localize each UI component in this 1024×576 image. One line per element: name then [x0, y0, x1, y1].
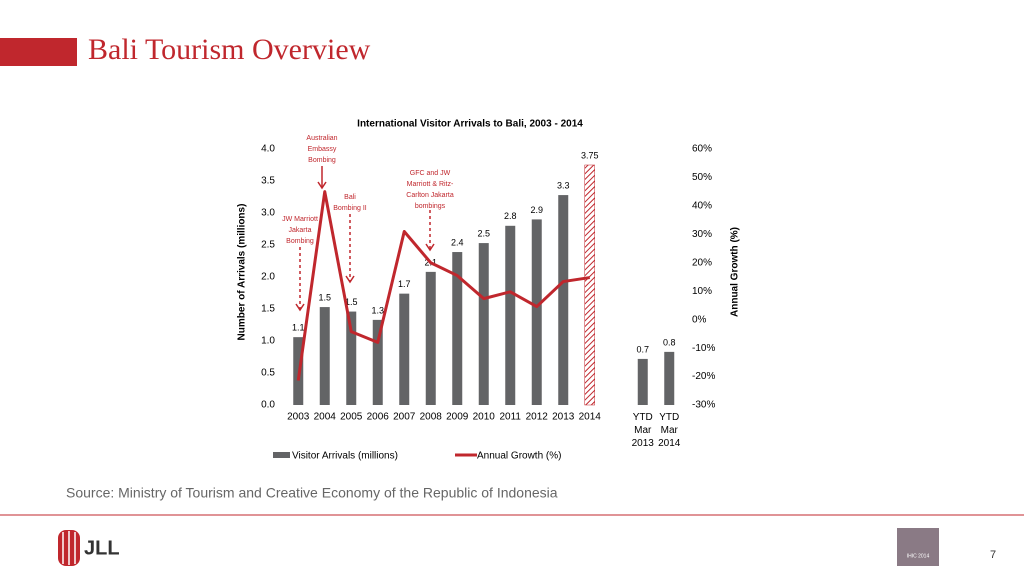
data-label: 1.1	[292, 323, 305, 333]
annotation: Bombing	[286, 238, 314, 245]
bar	[372, 319, 383, 405]
bar	[558, 195, 569, 405]
y-tick-label: 1.0	[261, 336, 275, 347]
data-label: 2.8	[504, 211, 517, 221]
x-tick-label: 2011	[499, 412, 521, 423]
y-tick-label: 0.0	[261, 400, 275, 411]
legend-swatch	[273, 452, 290, 458]
bar	[584, 164, 595, 406]
y-tick-label: 2.0	[261, 272, 275, 283]
annotation-arrowhead	[317, 181, 327, 190]
y2-tick-label: 0%	[692, 314, 707, 325]
y2-axis-label: Annual Growth (%)	[730, 227, 741, 317]
bar	[399, 293, 410, 405]
bar	[452, 252, 463, 405]
x-tick-label: 2004	[314, 412, 337, 423]
y2-tick-label: 60%	[692, 144, 712, 155]
y2-tick-label: -20%	[692, 371, 715, 382]
x-tick-label: 2014	[579, 412, 602, 423]
y-tick-label: 3.0	[261, 208, 275, 219]
y2-tick-label: 20%	[692, 257, 712, 268]
x-tick-label: YTD Mar 2014	[658, 412, 681, 449]
y-axis-label: Number of Arrivals (millions)	[237, 204, 248, 341]
y-tick-label: 4.0	[261, 144, 275, 155]
chart-title: International Visitor Arrivals to Bali, …	[357, 119, 583, 130]
legend-label: Visitor Arrivals (millions)	[292, 451, 398, 462]
x-tick-label: 2013	[552, 412, 575, 423]
x-tick-label: 2003	[287, 412, 310, 423]
annotation: Bombing II	[333, 205, 367, 212]
data-label: 1.5	[345, 297, 358, 307]
annotation: JW Marriott	[282, 216, 318, 223]
slide-title: Bali Tourism Overview	[88, 33, 371, 66]
data-label: 1.5	[318, 292, 331, 302]
annotation: GFC and JW	[410, 170, 451, 177]
bar	[478, 243, 489, 405]
data-label: 1.3	[371, 305, 384, 315]
legend-label: Annual Growth (%)	[477, 451, 561, 462]
annotation: Marriott & Ritz-	[407, 181, 454, 188]
bar	[531, 219, 542, 405]
title-bar	[0, 38, 77, 66]
data-label: 3.3	[557, 180, 570, 190]
badge-box	[897, 528, 939, 566]
y2-tick-label: 40%	[692, 201, 712, 212]
y-tick-label: 0.5	[261, 368, 275, 379]
y2-tick-label: 30%	[692, 229, 712, 240]
logo: JLL	[84, 537, 120, 559]
logo-mark	[58, 530, 80, 566]
y-tick-label: 1.5	[261, 304, 275, 315]
badge: IHIC 2014	[907, 553, 930, 559]
annotation-arrowhead	[345, 275, 355, 284]
y2-tick-label: -30%	[692, 400, 715, 411]
y2-tick-label: -10%	[692, 343, 715, 354]
y-tick-label: 3.5	[261, 176, 275, 187]
x-tick-label: 2008	[420, 412, 443, 423]
x-tick-label: 2006	[367, 412, 390, 423]
y2-tick-label: 10%	[692, 286, 712, 297]
bar	[505, 225, 516, 405]
x-tick-label: 2010	[473, 412, 496, 423]
annotation: Bali	[344, 194, 356, 201]
annotation: Australian	[306, 135, 337, 142]
data-label: 2.4	[451, 237, 464, 247]
bar	[319, 307, 330, 405]
annotation-arrowhead	[425, 243, 435, 252]
page-number: 7	[990, 549, 996, 561]
x-tick-label: 2012	[526, 412, 549, 423]
x-tick-label: YTD Mar 2013	[632, 412, 655, 449]
data-label: 2.5	[477, 228, 490, 238]
data-label: 2.9	[530, 205, 543, 215]
data-label: 0.7	[636, 344, 649, 354]
bar	[664, 351, 675, 405]
y2-tick-label: 50%	[692, 172, 712, 183]
bar	[425, 271, 436, 405]
bar	[346, 311, 357, 405]
data-label: 0.8	[663, 337, 676, 347]
annotation: Bombing	[308, 157, 336, 164]
growth-line	[296, 190, 590, 381]
annotation: Embassy	[308, 146, 337, 153]
annotation: bombings	[415, 203, 446, 210]
data-label: 3.75	[581, 150, 599, 160]
bar	[637, 358, 648, 405]
annotation: Carlton Jakarta	[406, 192, 454, 199]
y-tick-label: 2.5	[261, 240, 275, 251]
annotation: Jakarta	[289, 227, 312, 234]
source: Source: Ministry of Tourism and Creative…	[66, 485, 558, 501]
data-label: 1.7	[398, 279, 411, 289]
annotation-arrowhead	[295, 303, 305, 312]
x-tick-label: 2005	[340, 412, 363, 423]
x-tick-label: 2009	[446, 412, 469, 423]
x-tick-label: 2007	[393, 412, 416, 423]
